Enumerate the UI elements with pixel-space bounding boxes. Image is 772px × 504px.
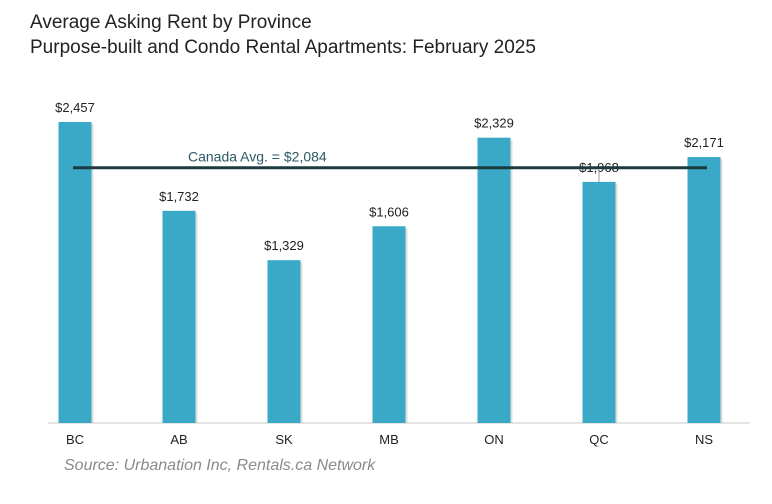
chart-title: Average Asking Rent by Province bbox=[30, 12, 312, 33]
bar-on bbox=[477, 137, 511, 423]
value-label-mb: $1,606 bbox=[369, 204, 409, 219]
bar-mb bbox=[372, 226, 406, 423]
category-label-on: ON bbox=[484, 432, 504, 447]
category-label-sk: SK bbox=[275, 432, 293, 447]
value-label-ns: $2,171 bbox=[684, 135, 724, 150]
canada-average-label: Canada Avg. = $2,084 bbox=[188, 149, 327, 165]
chart-subtitle: Purpose-built and Condo Rental Apartment… bbox=[30, 37, 536, 58]
source-note: Source: Urbanation Inc, Rentals.ca Netwo… bbox=[64, 457, 376, 474]
category-label-qc: QC bbox=[589, 432, 609, 447]
value-label-sk: $1,329 bbox=[264, 238, 304, 253]
value-label-ab: $1,732 bbox=[159, 189, 199, 204]
value-label-bc: $2,457 bbox=[55, 100, 95, 115]
category-label-ab: AB bbox=[170, 432, 187, 447]
bar-sk bbox=[267, 260, 301, 423]
bar-qc bbox=[582, 181, 616, 423]
category-label-mb: MB bbox=[379, 432, 399, 447]
bar-ab bbox=[162, 210, 196, 423]
category-label-bc: BC bbox=[66, 432, 84, 447]
bar-ns bbox=[687, 157, 721, 423]
category-label-ns: NS bbox=[695, 432, 713, 447]
bar-bc bbox=[58, 122, 92, 423]
value-label-on: $2,329 bbox=[474, 116, 514, 131]
